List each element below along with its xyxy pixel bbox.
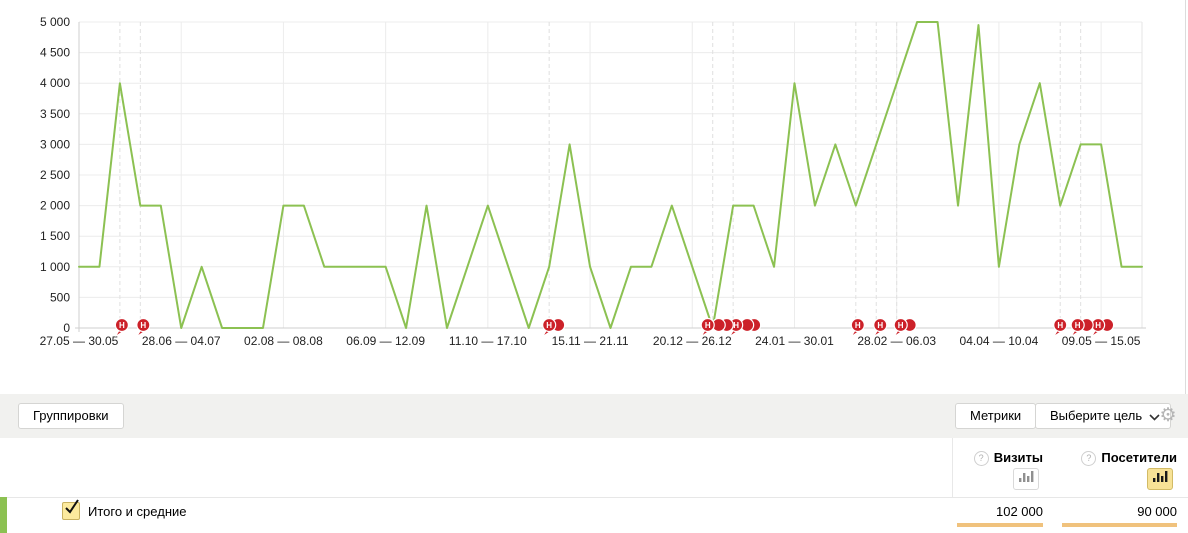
- help-icon[interactable]: ?: [973, 451, 989, 466]
- svg-text:Н: Н: [1075, 321, 1081, 330]
- help-icon[interactable]: ?: [1081, 451, 1097, 466]
- svg-text:1 500: 1 500: [40, 229, 70, 243]
- svg-text:5 000: 5 000: [40, 15, 70, 29]
- column-header-visits: ? Визиты: [952, 450, 1043, 466]
- svg-text:Н: Н: [733, 321, 739, 330]
- svg-text:09.05 — 15.05: 09.05 — 15.05: [1062, 334, 1141, 348]
- row-color-stripe: [0, 497, 7, 533]
- chevron-down-icon: [1149, 414, 1160, 421]
- visitors-total-value: 90 000: [1137, 504, 1177, 519]
- svg-text:24.01 — 30.01: 24.01 — 30.01: [755, 334, 834, 348]
- totals-label: Итого и средние: [88, 504, 187, 519]
- annotation-badge[interactable]: Н: [850, 317, 865, 337]
- annotation-badge[interactable]: Н: [114, 317, 129, 337]
- right-edge-divider: [1185, 0, 1186, 394]
- visitors-total-bar: [1062, 523, 1177, 527]
- bar-chart-icon[interactable]: [1013, 468, 1039, 490]
- svg-text:0: 0: [63, 321, 70, 335]
- svg-text:28.02 — 06.03: 28.02 — 06.03: [857, 334, 936, 348]
- svg-text:500: 500: [50, 290, 70, 304]
- svg-text:20.12 — 26.12: 20.12 — 26.12: [653, 334, 732, 348]
- svg-text:2 000: 2 000: [40, 199, 70, 213]
- checkmark-icon: [65, 499, 79, 514]
- annotation-badge[interactable]: Н: [700, 317, 715, 337]
- svg-text:4 500: 4 500: [40, 46, 70, 60]
- visitors-chart-toggle-row: [1037, 468, 1177, 490]
- svg-text:Н: Н: [546, 321, 552, 330]
- svg-text:Н: Н: [705, 321, 711, 330]
- goal-select-label: Выберите цель: [1050, 408, 1143, 423]
- svg-text:3 500: 3 500: [40, 107, 70, 121]
- svg-text:06.09 — 12.09: 06.09 — 12.09: [346, 334, 425, 348]
- annotation-lines: [119, 22, 1082, 328]
- annotation-badge[interactable]: Н: [1053, 317, 1068, 337]
- panel-divider: [952, 438, 953, 533]
- bars-glyph: [1153, 471, 1168, 482]
- chart-toolbar: Группировки Метрики Выберите цель ⚙: [0, 394, 1188, 438]
- svg-text:27.05 — 30.05: 27.05 — 30.05: [40, 334, 119, 348]
- metrics-button[interactable]: Метрики: [955, 403, 1037, 429]
- totals-row: [0, 497, 1188, 533]
- svg-text:Н: Н: [1095, 321, 1101, 330]
- svg-text:2 500: 2 500: [40, 168, 70, 182]
- y-gridlines: [79, 21, 1142, 298]
- svg-text:Н: Н: [1057, 321, 1063, 330]
- annotation-badge[interactable]: Н: [893, 317, 908, 337]
- annotation-badge[interactable]: Н: [1070, 317, 1085, 337]
- x-gridlines: [180, 22, 1143, 328]
- visits-total-bar: [957, 523, 1043, 527]
- visits-total-value: 102 000: [996, 504, 1043, 519]
- svg-text:Н: Н: [855, 321, 861, 330]
- x-axis-labels: 27.05 — 30.05 28.06 — 04.07 02.08 — 08.08 0…: [40, 334, 1141, 348]
- svg-text:04.04 — 10.04: 04.04 — 10.04: [960, 334, 1039, 348]
- svg-text:Н: Н: [898, 321, 904, 330]
- annotation-badge[interactable]: Н: [542, 317, 557, 337]
- settings-gear-icon[interactable]: ⚙: [1159, 405, 1177, 426]
- groupings-button[interactable]: Группировки: [18, 403, 124, 429]
- svg-text:1 000: 1 000: [40, 260, 70, 274]
- svg-text:28.06 — 04.07: 28.06 — 04.07: [142, 334, 221, 348]
- goal-select-button[interactable]: Выберите цель: [1035, 403, 1172, 429]
- traffic-line-chart: 0 500 1 000 1 500 2 000 2 500 3 000 3 500 4 000 4…: [40, 15, 1146, 348]
- bars-glyph: [1019, 471, 1034, 482]
- traffic-chart-area: 0 500 1 000 1 500 2 000 2 500 3 000 3 500 4 000 4…: [39, 0, 1186, 394]
- svg-text:02.08 — 08.08: 02.08 — 08.08: [244, 334, 323, 348]
- svg-text:Н: Н: [140, 321, 146, 330]
- totals-checkbox[interactable]: [62, 499, 80, 520]
- svg-text:15.11 — 21.11: 15.11 — 21.11: [552, 334, 629, 348]
- svg-text:11.10 — 17.10: 11.10 — 17.10: [449, 334, 527, 348]
- annotation-badge[interactable]: Н: [873, 317, 888, 337]
- svg-text:3 000: 3 000: [40, 137, 70, 151]
- svg-text:Н: Н: [119, 321, 125, 330]
- visitors-column-label: Посетители: [1101, 450, 1177, 465]
- column-header-visitors: ? Посетители: [1037, 450, 1177, 466]
- y-axis-labels: 0 500 1 000 1 500 2 000 2 500 3 000 3 500 4 000 4…: [40, 15, 70, 335]
- bar-chart-icon-selected[interactable]: [1147, 468, 1173, 490]
- annotation-badge[interactable]: Н: [136, 317, 151, 337]
- visits-chart-toggle-row: [952, 468, 1043, 490]
- visits-column-label: Визиты: [993, 450, 1043, 465]
- series-line: [78, 21, 1143, 329]
- svg-text:4 000: 4 000: [40, 76, 70, 90]
- svg-text:Н: Н: [877, 321, 883, 330]
